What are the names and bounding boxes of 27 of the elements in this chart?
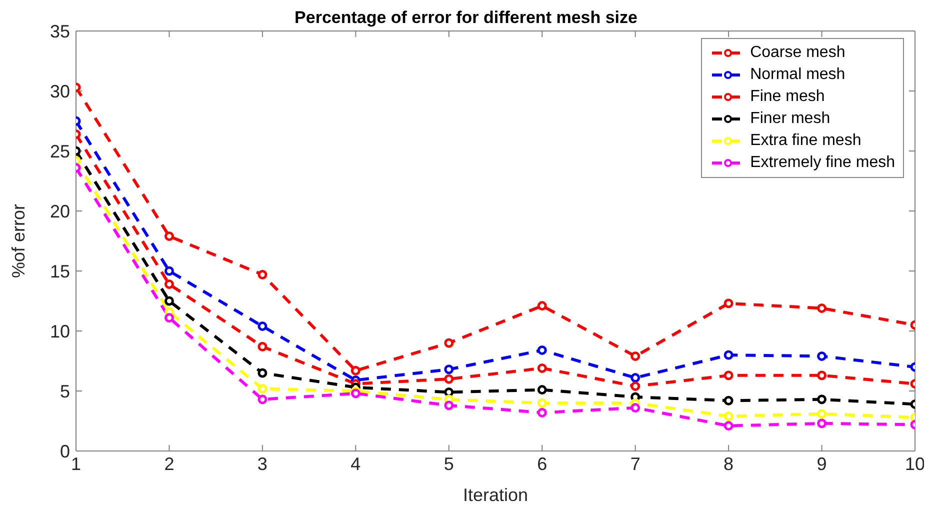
- y-axis-title: %of error: [8, 204, 28, 278]
- x-tick-label: 6: [537, 454, 548, 474]
- legend-label: Finer mesh: [750, 109, 830, 129]
- x-tick-label: 8: [724, 454, 734, 474]
- legend-label: Coarse mesh: [750, 43, 846, 63]
- x-tick-label: 7: [630, 454, 640, 474]
- x-tick-label: 9: [816, 454, 827, 474]
- x-axis-title: Iteration: [462, 485, 528, 505]
- x-tick-label: 10: [904, 454, 926, 474]
- y-tick-label: 10: [50, 321, 70, 342]
- legend-label: Extremely fine mesh: [750, 153, 895, 173]
- x-tick-label: 1: [70, 454, 82, 474]
- chart-title: Percentage of error for different mesh size: [294, 8, 638, 27]
- legend-label: Normal mesh: [750, 65, 846, 85]
- x-tick-label: 3: [257, 454, 268, 474]
- y-tick-label: 15: [50, 261, 70, 282]
- x-tick-label: 2: [164, 454, 174, 474]
- x-tick-label: 4: [350, 454, 361, 474]
- x-tick-label: 5: [444, 454, 454, 474]
- legend-label: Extra fine mesh: [750, 131, 862, 151]
- legend-label: Fine mesh: [750, 87, 825, 107]
- y-tick-label: 5: [60, 381, 70, 402]
- y-tick-label: 35: [50, 21, 70, 42]
- y-tick-label: 25: [50, 141, 70, 162]
- y-tick-label: 30: [50, 81, 70, 102]
- y-tick-label: 0: [60, 441, 70, 462]
- y-tick-label: 20: [50, 201, 70, 222]
